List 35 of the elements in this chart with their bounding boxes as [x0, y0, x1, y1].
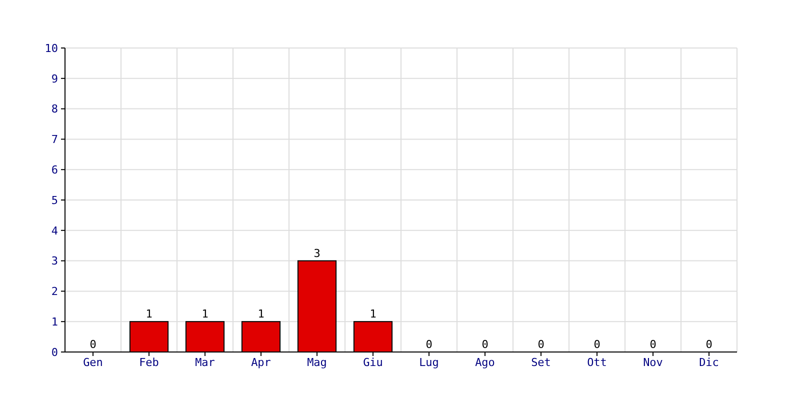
- y-tick-label: 10: [44, 42, 58, 55]
- x-tick-label: Ago: [475, 356, 495, 369]
- x-tick-label: Lug: [419, 356, 439, 369]
- y-tick-label: 7: [51, 133, 58, 146]
- data-label: 0: [650, 338, 656, 351]
- x-tick-label: Set: [531, 356, 551, 369]
- data-label: 0: [426, 338, 432, 351]
- x-tick-label: Gen: [83, 356, 103, 369]
- y-tick-label: 4: [51, 224, 58, 238]
- x-tick-label: Mar: [195, 356, 216, 369]
- x-tick-label: Mag: [307, 356, 327, 369]
- data-label: 1: [370, 308, 376, 321]
- y-tick-label: 0: [51, 346, 58, 359]
- data-label: 1: [146, 308, 152, 321]
- x-tick-label: Ott: [587, 356, 607, 369]
- x-tick-label: Feb: [139, 356, 159, 369]
- data-label: 0: [482, 338, 488, 351]
- data-label: 0: [90, 338, 96, 351]
- y-tick-label: 2: [51, 285, 58, 298]
- data-label: 0: [594, 338, 600, 351]
- data-label: 1: [202, 308, 208, 321]
- data-label: 1: [258, 308, 264, 321]
- data-label: 3: [314, 246, 320, 260]
- x-tick-label: Giu: [363, 356, 383, 369]
- y-tick-label: 6: [51, 163, 58, 176]
- y-tick-label: 5: [51, 194, 58, 207]
- y-tick-label: 1: [51, 315, 58, 328]
- y-tick-label: 9: [51, 72, 58, 86]
- y-tick-label: 8: [51, 102, 58, 116]
- y-tick-label: 3: [51, 254, 58, 268]
- data-label: 0: [706, 338, 712, 351]
- data-label: 0: [538, 338, 544, 351]
- x-tick-label: Dic: [699, 356, 719, 369]
- x-tick-label: Nov: [643, 356, 664, 369]
- x-tick-label: Apr: [251, 356, 272, 369]
